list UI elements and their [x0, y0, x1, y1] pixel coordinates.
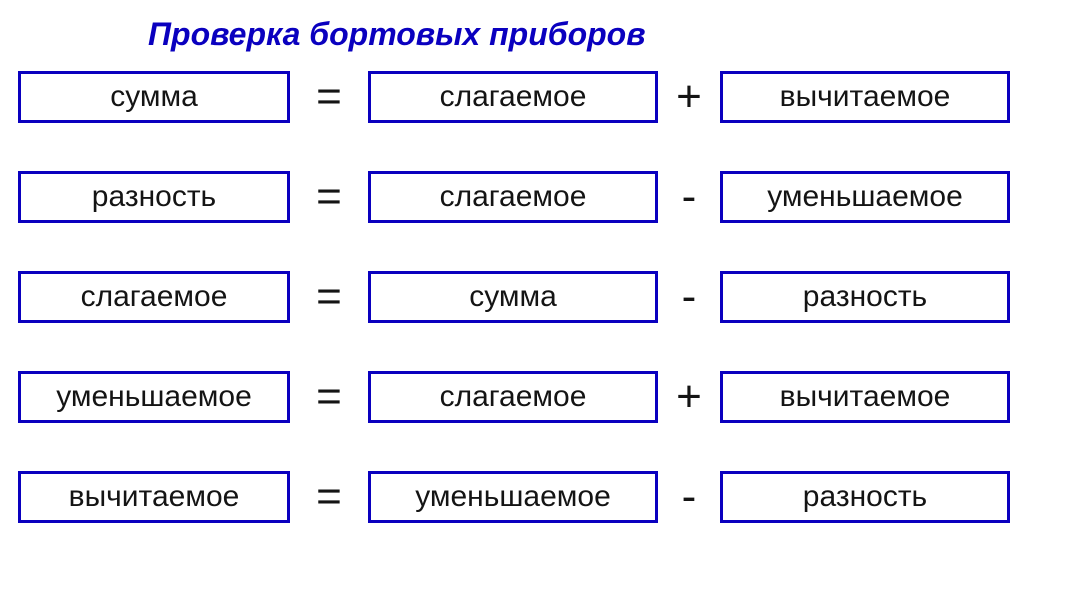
term-box-left: вычитаемое [18, 471, 290, 523]
operator-sign: + [658, 72, 720, 122]
term-label: уменьшаемое [415, 480, 611, 514]
term-box-right: вычитаемое [720, 371, 1010, 423]
term-label: слагаемое [81, 280, 228, 314]
equation-row: сумма = слагаемое + вычитаемое [18, 71, 1063, 123]
equation-list: сумма = слагаемое + вычитаемое разность … [18, 71, 1063, 523]
page: Проверка бортовых приборов сумма = слага… [0, 0, 1081, 539]
term-label: вычитаемое [780, 80, 951, 114]
term-box-mid: слагаемое [368, 71, 658, 123]
equation-row: вычитаемое = уменьшаемое - разность [18, 471, 1063, 523]
term-box-right: разность [720, 271, 1010, 323]
term-label: сумма [110, 80, 198, 114]
term-box-left: сумма [18, 71, 290, 123]
term-label: уменьшаемое [56, 380, 252, 414]
operator-sign: - [658, 472, 720, 522]
term-label: разность [803, 480, 927, 514]
operator-sign: + [658, 372, 720, 422]
term-box-left: уменьшаемое [18, 371, 290, 423]
page-title: Проверка бортовых приборов [148, 16, 1063, 53]
term-box-left: разность [18, 171, 290, 223]
term-box-mid: сумма [368, 271, 658, 323]
term-box-left: слагаемое [18, 271, 290, 323]
term-box-mid: слагаемое [368, 371, 658, 423]
equals-sign: = [290, 372, 368, 422]
term-label: сумма [469, 280, 557, 314]
term-box-mid: уменьшаемое [368, 471, 658, 523]
equals-sign: = [290, 472, 368, 522]
term-label: разность [92, 180, 216, 214]
operator-sign: - [658, 172, 720, 222]
equation-row: слагаемое = сумма - разность [18, 271, 1063, 323]
operator-sign: - [658, 272, 720, 322]
equals-sign: = [290, 172, 368, 222]
equation-row: уменьшаемое = слагаемое + вычитаемое [18, 371, 1063, 423]
term-label: разность [803, 280, 927, 314]
term-label: уменьшаемое [767, 180, 963, 214]
term-box-right: вычитаемое [720, 71, 1010, 123]
equation-row: разность = слагаемое - уменьшаемое [18, 171, 1063, 223]
term-label: слагаемое [440, 380, 587, 414]
term-label: вычитаемое [69, 480, 240, 514]
term-label: вычитаемое [780, 380, 951, 414]
term-box-right: уменьшаемое [720, 171, 1010, 223]
equals-sign: = [290, 72, 368, 122]
term-box-right: разность [720, 471, 1010, 523]
term-label: слагаемое [440, 180, 587, 214]
term-label: слагаемое [440, 80, 587, 114]
term-box-mid: слагаемое [368, 171, 658, 223]
equals-sign: = [290, 272, 368, 322]
